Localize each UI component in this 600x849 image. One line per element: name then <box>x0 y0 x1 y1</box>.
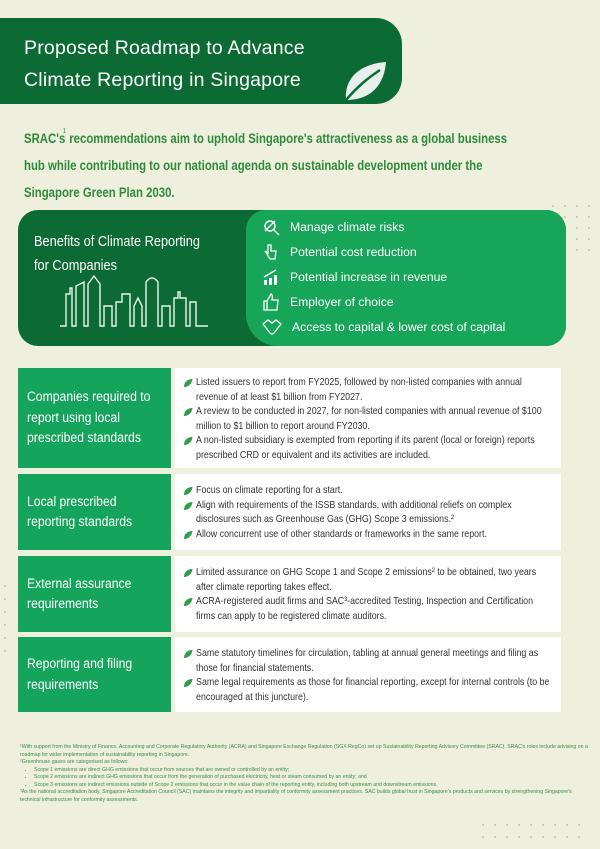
footnote-2: ²Greenhouse gases are categorised as fol… <box>20 759 129 765</box>
leaf-bullet-icon <box>184 679 193 687</box>
footnote-ref: 1 <box>62 128 67 135</box>
row-label-text: Local prescribed reporting standards <box>27 493 133 531</box>
row-label-text: Companies required to report using local… <box>27 389 151 447</box>
row-label-text: External assurance requirements <box>27 575 132 613</box>
row-body: Focus on climate reporting for a start. … <box>175 474 561 550</box>
benefit-item: Access to capital & lower cost of capita… <box>262 318 505 336</box>
intro-text: SRAC's1 recommendations aim to uphold Si… <box>24 118 543 206</box>
bullet: Limited assurance on GHG Scope 1 and Sco… <box>184 566 554 595</box>
growth-chart-icon <box>263 269 277 285</box>
benefit-item: Manage climate risks <box>262 218 404 236</box>
intro-srac: SRAC's <box>24 131 66 146</box>
bullet: A review to be conducted in 2027, for no… <box>184 405 554 434</box>
benefits-title: Benefits of Climate Reporting for Compani… <box>34 234 200 274</box>
leaf-bullet-icon <box>184 379 193 387</box>
row-body: Limited assurance on GHG Scope 1 and Sco… <box>175 556 561 632</box>
leaf-bullet-icon <box>184 598 193 606</box>
requirement-row: Companies required to report using local… <box>18 368 561 468</box>
title-banner: Proposed Roadmap to Advance Climate Repo… <box>0 18 402 104</box>
dot-pattern-left <box>4 585 6 652</box>
benefits-list: Manage climate risks Potential cost redu… <box>246 210 566 346</box>
row-body: Same statutory timelines for circulation… <box>175 637 561 712</box>
leaf-bullet-icon <box>184 530 193 539</box>
row-body: Listed issuers to report from FY2025, fo… <box>175 368 561 468</box>
bullet: Allow concurrent use of other standards … <box>184 528 554 543</box>
title-line-2: Climate Reporting in Singapore <box>24 69 301 91</box>
bullet: Align with requirements of the ISSB stan… <box>184 499 554 528</box>
intro-line-3: Singapore Green Plan 2030. <box>24 185 175 200</box>
footnotes: ¹With support from the Ministry of Finan… <box>20 744 590 804</box>
benefit-item: Potential increase in revenue <box>262 268 447 286</box>
bullet: Listed issuers to report from FY2025, fo… <box>184 376 554 405</box>
footnote-3: ³As the national accreditation body, Sin… <box>20 789 572 803</box>
leaf-bullet-icon <box>184 501 193 510</box>
footnote-1: ¹With support from the Ministry of Finan… <box>20 744 588 758</box>
thumbs-up-icon <box>263 293 279 311</box>
leaf-bullet-icon <box>184 569 193 577</box>
intro-line-2: hub while contributing to our national a… <box>24 158 483 173</box>
row-label: Companies required to report using local… <box>18 368 171 468</box>
requirement-row: Local prescribed reporting standards Foc… <box>18 474 561 550</box>
row-label: Local prescribed reporting standards <box>18 474 171 550</box>
requirement-row: External assurance requirements Limited … <box>18 556 561 632</box>
benefit-item: Employer of choice <box>262 293 394 311</box>
title-line-1: Proposed Roadmap to Advance <box>24 37 305 59</box>
handshake-icon <box>262 319 282 335</box>
leaf-bullet-icon <box>184 437 193 445</box>
leaf-bullet-icon <box>184 650 193 658</box>
bullet: Same statutory timelines for circulation… <box>184 647 554 676</box>
benefit-item: Potential cost reduction <box>262 243 417 261</box>
requirement-row: Reporting and filing requirements Same s… <box>18 637 561 712</box>
bullet: A non-listed subsidiary is exempted from… <box>184 434 554 463</box>
magnifier-leaf-icon <box>264 220 280 236</box>
scope-2-note: Scope 2 emissions are indirect GHG emiss… <box>34 774 590 782</box>
bullet: Focus on climate reporting for a start. <box>184 484 554 499</box>
benefits-card: Benefits of Climate Reporting for Compani… <box>18 210 566 346</box>
scope-3-note: Scope 3 emissions are indirect emissions… <box>34 782 590 790</box>
leaf-bullet-icon <box>184 408 193 416</box>
row-label-text: Reporting and filing requirements <box>27 656 133 693</box>
leaf-icon <box>345 62 386 101</box>
bullet: ACRA-registered audit firms and SAC³-acc… <box>184 595 554 624</box>
dot-pattern-bottom <box>482 824 580 838</box>
row-label: External assurance requirements <box>18 556 171 632</box>
intro-line-1: recommendations aim to uphold Singapore'… <box>66 131 508 146</box>
city-skyline-icon <box>60 274 208 327</box>
row-label: Reporting and filing requirements <box>18 637 171 712</box>
bullet: Same legal requirements as those for fin… <box>184 676 554 705</box>
leaf-bullet-icon <box>184 487 193 495</box>
hand-down-icon <box>264 244 277 260</box>
scope-1-note: Scope 1 emissions are direct GHG emissio… <box>34 767 590 775</box>
